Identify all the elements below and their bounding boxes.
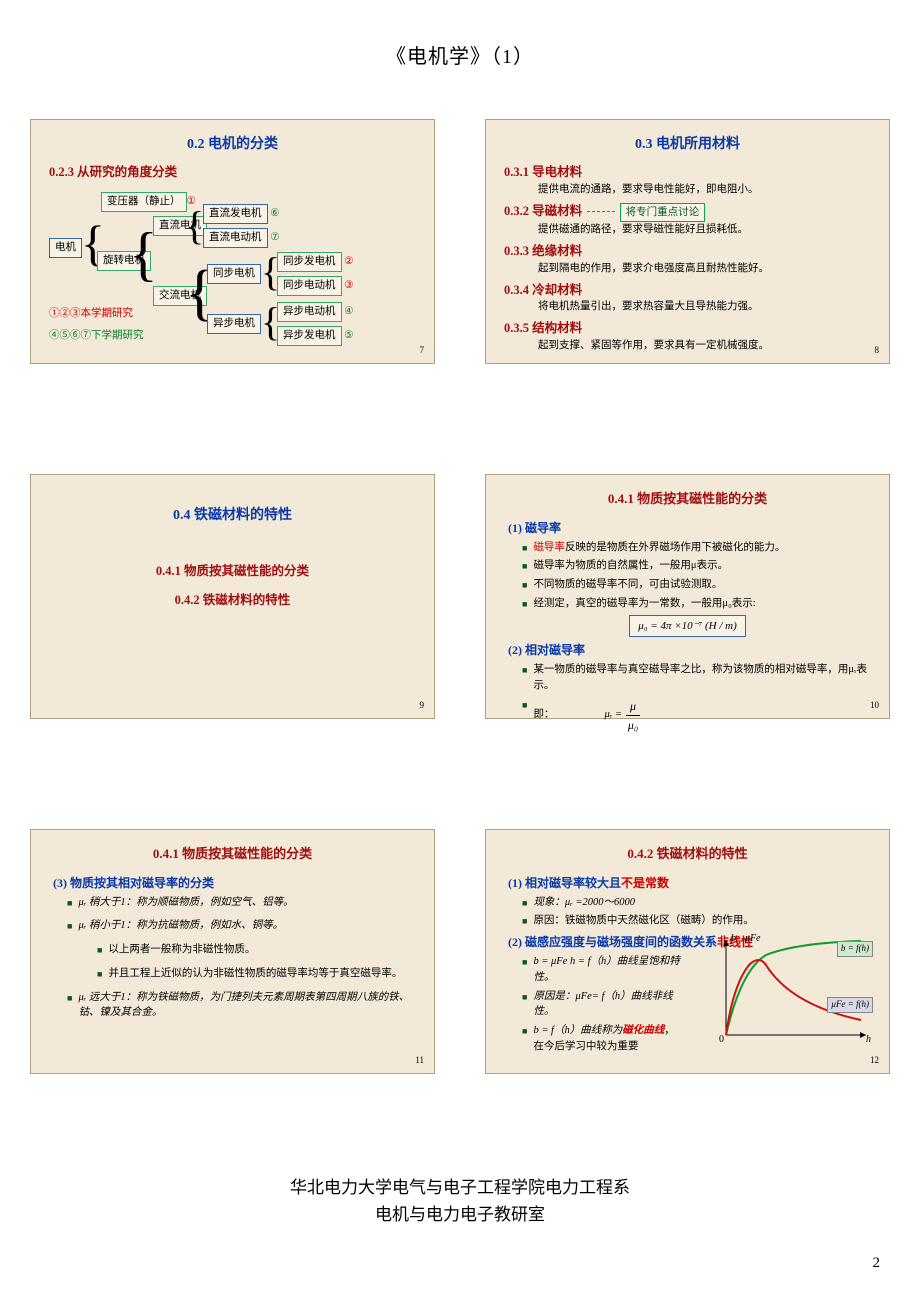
- b3: μᵣ 远大于1：称为铁磁物质，为门捷列夫元素周期表第四周期八族的铁、钴、镍及其合…: [49, 990, 416, 1022]
- slide-11: 0.4.1 物质按其磁性能的分类 (3) 物质按其相对磁导率的分类 μᵣ 稍大于…: [30, 829, 435, 1074]
- origin: 0: [719, 1032, 724, 1047]
- footer-line2: 电机与电力电子教研室: [30, 1201, 890, 1228]
- b4: 经测定，真空的磁导率为一常数，一般用μ₀表示:: [504, 596, 871, 612]
- slide-title: 0.3 电机所用材料: [504, 134, 871, 155]
- b2b: 并且工程上近似的认为非磁性物质的磁导率均等于真空磁导率。: [49, 966, 416, 982]
- t-magnetic: 提供磁通的路径，要求导磁性能好且损耗低。: [504, 222, 871, 238]
- slide-title: 0.2 电机的分类: [49, 134, 416, 155]
- node-synm: 同步电动机 ③: [277, 276, 354, 296]
- h-conductive: 0.3.1 导电材料: [504, 163, 871, 182]
- toc-2: 0.4.2 铁磁材料的特性: [49, 591, 416, 610]
- label-b: b = f(h): [837, 941, 873, 957]
- axis-h: h: [866, 1032, 871, 1047]
- node-syng: 同步发电机 ②: [277, 252, 354, 272]
- h-rel-perm: (2) 相对磁导率: [508, 641, 871, 659]
- node-dcg: 直流发电机 ⑥: [203, 204, 280, 224]
- formula-mu0: μ₀ = 4π ×10⁻⁷ (H / m): [504, 615, 871, 638]
- h1: (1) 相对磁导率较大且不是常数: [508, 874, 871, 892]
- b6: 即： μᵣ = μ μ₀: [504, 697, 871, 734]
- b2: 磁导率为物质的自然属性，一般用μ表示。: [504, 558, 871, 574]
- legend-green: ④⑤⑥⑦下学期研究: [49, 328, 144, 344]
- b1: 磁导率反映的是物质在外界磁场作用下被磁化的能力。: [504, 540, 871, 556]
- classification-tree: 电机 { 变压器（静止）① 旋转电机 { 直流电机 { 直流发电机 ⑥ 直流电动…: [49, 186, 416, 366]
- h-permeability: (1) 磁导率: [508, 519, 871, 537]
- t-structural: 起到支撑、紧固等作用，要求具有一定机械强度。: [504, 338, 871, 354]
- axis-b: b: [731, 931, 736, 946]
- slide-grid: 0.2 电机的分类 0.2.3 从研究的角度分类 电机 { 变压器（静止）① 旋…: [30, 119, 890, 1074]
- slide-number: 7: [420, 344, 425, 358]
- h-magnetic: 0.3.2 导磁材料 将专门重点讨论: [504, 202, 871, 223]
- slide-number: 8: [875, 344, 880, 358]
- slide-10: 0.4.1 物质按其磁性能的分类 (1) 磁导率 磁导率反映的是物质在外界磁场作…: [485, 474, 890, 719]
- slide-9: 0.4 铁磁材料的特性 0.4.1 物质按其磁性能的分类 0.4.2 铁磁材料的…: [30, 474, 435, 719]
- h-classification: (3) 物质按其相对磁导率的分类: [53, 874, 416, 892]
- slide-subtitle: 0.2.3 从研究的角度分类: [49, 163, 416, 182]
- axis-mu: μFe: [745, 931, 761, 946]
- b1: 现象：μᵣ =2000～6000: [504, 895, 871, 911]
- slide-number: 10: [870, 699, 879, 713]
- label-mu: μFe = f(h): [827, 997, 873, 1013]
- slide-title: 0.4.2 铁磁材料的特性: [504, 844, 871, 864]
- t-insulation: 起到隔电的作用，要求介电强度高且耐热性能好。: [504, 261, 871, 277]
- t-cooling: 将电机热量引出，要求热容量大且导热能力强。: [504, 299, 871, 315]
- formula-mur: μᵣ = μ μ₀: [604, 697, 640, 734]
- node-dcm: 直流电动机 ⑦: [203, 228, 280, 248]
- node-asym: 异步电动机 ④: [277, 302, 354, 322]
- page-number: 2: [873, 1255, 881, 1272]
- bh-curve-chart: b μFe h 0 b = f(h) μFe = f(h): [711, 935, 871, 1045]
- legend-red: ①②③本学期研究: [49, 306, 133, 322]
- h-insulation: 0.3.3 绝缘材料: [504, 242, 871, 261]
- slide-8: 0.3 电机所用材料 0.3.1 导电材料 提供电流的通路，要求导电性能好，即电…: [485, 119, 890, 364]
- b2a: 以上两者一般称为非磁性物质。: [49, 942, 416, 958]
- b2: 原因：铁磁物质中天然磁化区（磁畴）的作用。: [504, 913, 871, 929]
- node-trans: 变压器（静止）①: [101, 192, 196, 212]
- b3: b = μFe h = f（h）曲线呈饱和特性。: [504, 954, 684, 986]
- h-structural: 0.3.5 结构材料: [504, 319, 871, 338]
- node-root: 电机: [49, 238, 82, 258]
- h-cooling: 0.3.4 冷却材料: [504, 281, 871, 300]
- slide-7: 0.2 电机的分类 0.2.3 从研究的角度分类 电机 { 变压器（静止）① 旋…: [30, 119, 435, 364]
- slide-title: 0.4 铁磁材料的特性: [49, 505, 416, 526]
- t-conductive: 提供电流的通路，要求导电性能好，即电阻小。: [504, 182, 871, 198]
- node-asy: 异步电机: [207, 314, 261, 334]
- slide-number: 12: [870, 1054, 879, 1068]
- b4: 原因是：μFe= f（h）曲线非线性。: [504, 989, 684, 1021]
- footer-line1: 华北电力大学电气与电子工程学院电力工程系: [30, 1174, 890, 1201]
- b1: μᵣ 稍大于1：称为顺磁物质，例如空气、铝等。: [49, 895, 416, 911]
- b5: b = f（h）曲线称为磁化曲线，在今后学习中较为重要: [504, 1023, 684, 1055]
- page-title: 《电机学》（1）: [30, 40, 890, 69]
- slide-number: 11: [415, 1054, 424, 1068]
- slide-title: 0.4.1 物质按其磁性能的分类: [49, 844, 416, 864]
- slide-12: 0.4.2 铁磁材料的特性 (1) 相对磁导率较大且不是常数 现象：μᵣ =20…: [485, 829, 890, 1074]
- b2: μᵣ 稍小于1：称为抗磁物质，例如水、铜等。: [49, 918, 416, 934]
- b3: 不同物质的磁导率不同，可由试验测取。: [504, 577, 871, 593]
- footer: 华北电力大学电气与电子工程学院电力工程系 电机与电力电子教研室: [30, 1174, 890, 1228]
- b5: 某一物质的磁导率与真空磁导率之比，称为该物质的相对磁导率，用μᵣ表示。: [504, 662, 871, 694]
- slide-number: 9: [420, 699, 425, 713]
- toc-1: 0.4.1 物质按其磁性能的分类: [49, 562, 416, 581]
- slide-title: 0.4.1 物质按其磁性能的分类: [504, 489, 871, 509]
- node-asyg: 异步发电机 ⑤: [277, 326, 354, 346]
- node-syn: 同步电机: [207, 264, 261, 284]
